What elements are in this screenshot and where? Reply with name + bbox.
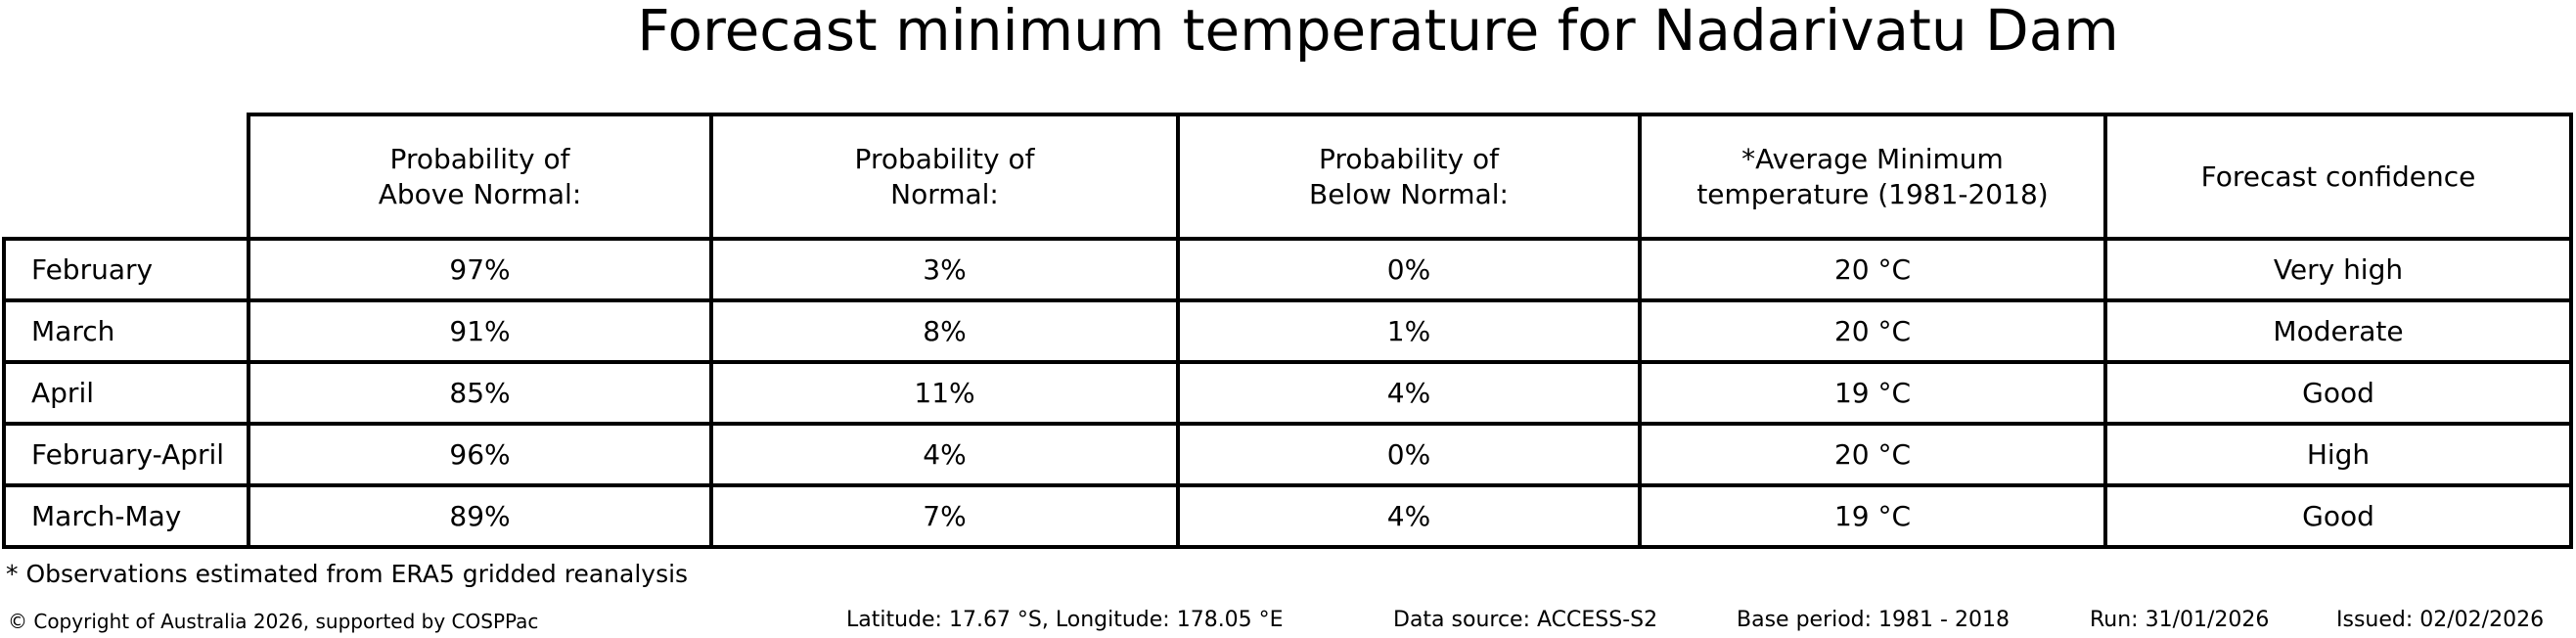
cell-below-normal: 4% (1176, 483, 1642, 549)
base-period-text: Base period: 1981 - 2018 (1737, 608, 2010, 632)
table-row-march: March 91% 8% 1% 20 °C Moderate (2, 298, 2573, 364)
row-label: February (2, 237, 250, 302)
cell-below-normal: 1% (1176, 298, 1642, 364)
col-header-below-normal: Probability of Below Normal: (1176, 113, 1642, 241)
cell-average-minimum: 20 °C (1638, 298, 2107, 364)
col-header-average-minimum: *Average Minimum temperature (1981-2018) (1638, 113, 2107, 241)
cell-above-normal: 89% (247, 483, 713, 549)
table-row-march-may: March-May 89% 7% 4% 19 °C Good (2, 483, 2573, 549)
table-header-row: Probability of Above Normal: Probability… (4, 113, 2573, 241)
cell-above-normal: 91% (247, 298, 713, 364)
chart-title: Forecast minimum temperature for Nadariv… (637, 0, 2119, 64)
col-header-forecast-confidence: Forecast confidence (2103, 113, 2573, 241)
cell-below-normal: 4% (1176, 360, 1642, 426)
cell-normal: 11% (709, 360, 1180, 426)
copyright-text: © Copyright of Australia 2026, supported… (8, 610, 539, 633)
corner-cell (4, 114, 249, 239)
row-label: April (2, 360, 250, 426)
issued-date-text: Issued: 02/02/2026 (2336, 608, 2545, 632)
table-row-april: April 85% 11% 4% 19 °C Good (2, 360, 2573, 426)
cell-average-minimum: 19 °C (1638, 483, 2107, 549)
cell-above-normal: 85% (247, 360, 713, 426)
cell-normal: 7% (709, 483, 1180, 549)
row-label: February-April (2, 422, 250, 487)
cell-forecast-confidence: Good (2103, 360, 2573, 426)
row-label: March-May (2, 483, 250, 549)
cell-average-minimum: 20 °C (1638, 422, 2107, 487)
cell-forecast-confidence: Good (2103, 483, 2573, 549)
cell-normal: 4% (709, 422, 1180, 487)
col-header-above-normal: Probability of Above Normal: (247, 113, 713, 241)
cell-below-normal: 0% (1176, 237, 1642, 302)
forecast-table: Probability of Above Normal: Probability… (2, 113, 2573, 549)
cell-normal: 3% (709, 237, 1180, 302)
table-row-february: February 97% 3% 0% 20 °C Very high (2, 237, 2573, 302)
cell-forecast-confidence: High (2103, 422, 2573, 487)
cell-forecast-confidence: Very high (2103, 237, 2573, 302)
cell-below-normal: 0% (1176, 422, 1642, 487)
cell-normal: 8% (709, 298, 1180, 364)
col-header-normal: Probability of Normal: (709, 113, 1180, 241)
cell-average-minimum: 19 °C (1638, 360, 2107, 426)
cell-above-normal: 96% (247, 422, 713, 487)
run-date-text: Run: 31/01/2026 (2090, 608, 2270, 632)
cell-average-minimum: 20 °C (1638, 237, 2107, 302)
cell-forecast-confidence: Moderate (2103, 298, 2573, 364)
table-row-february-april: February-April 96% 4% 0% 20 °C High (2, 422, 2573, 487)
row-label: March (2, 298, 250, 364)
footnote: * Observations estimated from ERA5 gridd… (6, 560, 689, 588)
data-source-text: Data source: ACCESS-S2 (1393, 608, 1658, 632)
cell-above-normal: 97% (247, 237, 713, 302)
lat-long-text: Latitude: 17.67 °S, Longitude: 178.05 °E (846, 608, 1284, 632)
